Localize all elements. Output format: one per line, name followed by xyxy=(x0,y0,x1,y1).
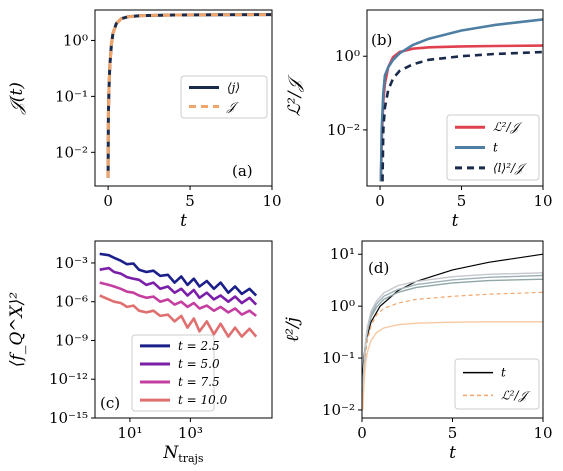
y-tick-label: 10⁻³ xyxy=(55,254,88,272)
panel-tag: (b) xyxy=(371,31,392,49)
panel-4: 0 5 10 10⁻² 10⁻¹ 10⁰ 10¹ t ℓ²/j (d) t ℒ²/𝒥 xyxy=(283,240,553,463)
x-axis-label: Ntrajs xyxy=(162,443,204,465)
series-group xyxy=(106,13,272,178)
y-tick-label: 10⁰ xyxy=(63,31,88,49)
x-tick-label: 5 xyxy=(185,192,195,210)
y-tick-label: 10⁻¹ xyxy=(55,87,88,105)
panel-tag: (c) xyxy=(100,394,120,412)
panel-1: 0 5 10 10⁻² 10⁻¹ 10⁰ t 𝒥(t) (a) ⟨j⟩𝒥 xyxy=(7,9,282,231)
series-line-2 xyxy=(362,291,543,406)
legend: t ℒ²/𝒥 xyxy=(454,358,540,410)
legend-label: t xyxy=(493,141,498,155)
y-axis-label: 𝒥(t) xyxy=(7,82,27,115)
x-tick-label: 10¹ xyxy=(117,424,142,442)
y-tick-label: 10⁻² xyxy=(327,121,360,139)
legend-label: t = 10.0 xyxy=(178,393,228,407)
y-axis-label: ⟨f_Q^X⟩² xyxy=(7,292,27,367)
y-tick-label: 10⁻² xyxy=(322,401,355,419)
series-line-2 xyxy=(99,266,258,306)
x-axis-label: t xyxy=(449,443,456,463)
series-line-2 xyxy=(379,18,543,182)
plot-frame xyxy=(366,9,544,187)
y-tick-label: 10⁰ xyxy=(335,47,360,65)
legend: ℒ²/𝒥 t ⟨l⟩²/𝒥 xyxy=(446,114,540,181)
legend-label: ℒ²/𝒥 xyxy=(493,120,523,134)
legend-label: t = 2.5 xyxy=(178,339,220,353)
series-line-4 xyxy=(99,294,258,338)
series-line-3 xyxy=(99,281,257,317)
series-line-3 xyxy=(381,50,543,182)
x-tick-label: 10 xyxy=(262,192,281,210)
x-tick-label: 10 xyxy=(533,424,552,442)
legend-label: t xyxy=(501,366,506,380)
plot-frame xyxy=(94,9,273,187)
y-tick-label: 10⁰ xyxy=(330,297,355,315)
x-tick-label: 5 xyxy=(457,192,467,210)
series-line-2 xyxy=(106,13,272,178)
legend: t = 2.5 t = 5.0 t = 7.5 t = 10.0 xyxy=(131,334,228,412)
series-group xyxy=(99,252,258,338)
series-group xyxy=(379,18,543,182)
x-tick-label: 0 xyxy=(357,424,367,442)
legend-box xyxy=(454,358,540,410)
legend-label: ⟨j⟩ xyxy=(227,80,240,94)
legend-label: ⟨l⟩²/𝒥 xyxy=(493,161,528,175)
x-tick-label: 10 xyxy=(533,192,552,210)
y-axis-label: ℓ²/j xyxy=(283,316,303,342)
series-line-6 xyxy=(362,321,543,411)
legend: ⟨j⟩𝒥 xyxy=(180,75,268,119)
y-tick-label: 10⁻² xyxy=(55,143,88,161)
legend-box xyxy=(131,334,215,412)
panel-tag: (a) xyxy=(232,162,253,180)
y-tick-label: 10⁻¹² xyxy=(49,370,88,388)
y-tick-label: 10¹ xyxy=(330,245,355,263)
legend-box xyxy=(180,75,268,119)
series-line-1 xyxy=(99,252,258,297)
panel-2: 0 5 10 10⁻² 10⁰ t ℒ²/𝒥 (b) ℒ²/𝒥 t ⟨l⟩²/𝒥 xyxy=(285,9,553,231)
x-tick-label: 0 xyxy=(103,192,113,210)
x-axis-label: t xyxy=(452,211,459,231)
y-tick-label: 10⁻¹⁵ xyxy=(49,409,88,427)
panel-3: 10¹ 10³ 10⁻¹⁵ 10⁻¹² 10⁻⁹ 10⁻⁶ 10⁻³ Ntrajs ⟨f_Q^X… xyxy=(7,240,273,465)
series-line-5 xyxy=(362,272,543,390)
legend-label: t = 5.0 xyxy=(178,357,220,371)
y-tick-label: 10⁻⁶ xyxy=(55,293,88,311)
x-tick-label: 5 xyxy=(448,424,458,442)
y-tick-label: 10⁻¹ xyxy=(322,349,355,367)
legend-label: ℒ²/𝒥 xyxy=(501,388,531,402)
x-tick-label: 10³ xyxy=(178,424,203,442)
y-tick-label: 10⁻⁹ xyxy=(55,331,88,349)
y-axis-label: ℒ²/𝒥 xyxy=(285,73,305,116)
x-axis-label: t xyxy=(180,211,187,231)
legend-label: t = 7.5 xyxy=(178,375,220,389)
panel-tag: (d) xyxy=(368,259,389,277)
legend-box xyxy=(446,114,540,181)
x-tick-label: 0 xyxy=(375,192,385,210)
series-group xyxy=(362,253,543,411)
plot-frame xyxy=(94,240,273,419)
